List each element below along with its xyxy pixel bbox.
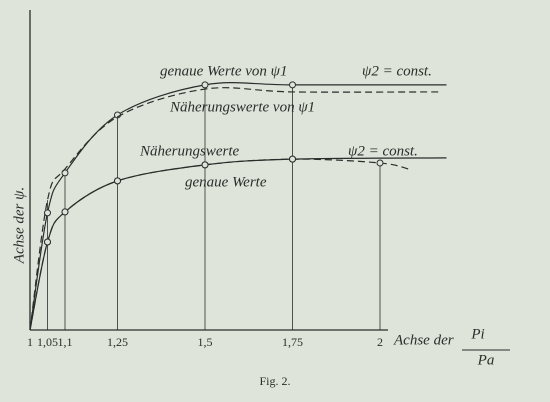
x-tick-label: 1,75 [282,335,303,349]
x-axis-label-numerator: Pi [470,326,484,342]
series-line [29,82,447,331]
x-tick-label: 1 [27,335,33,349]
point-marker [44,238,51,246]
y-axis-label: Achse der ψ. [11,187,27,264]
series-label: genaue Werte von ψ1 [160,63,287,79]
point-marker [44,209,51,217]
x-axis-label: Achse der [393,332,454,348]
caption: Fig. 2. [259,374,290,388]
x-tick-label: 1,25 [107,335,128,349]
series-label: Näherungswerte [139,143,240,159]
point-marker [114,177,121,185]
series-label: genaue Werte [185,174,267,190]
annotation: ψ2 = const. [348,143,418,159]
x-tick-label: 1,1 [58,335,73,349]
x-tick-label: 1,5 [198,335,213,349]
point-marker [61,208,69,216]
point-marker [289,155,296,163]
point-marker [201,161,209,169]
annotation: ψ2 = const. [362,63,432,79]
x-axis-label-denominator: Pa [477,352,495,368]
x-tick-label: 1,05 [37,335,58,349]
point-marker [376,159,384,167]
point-marker [201,81,209,89]
series-line [29,87,440,331]
point-marker [289,81,296,89]
x-tick-label: 2 [377,335,383,349]
series-label: Näherungswerte von ψ1 [169,99,315,115]
